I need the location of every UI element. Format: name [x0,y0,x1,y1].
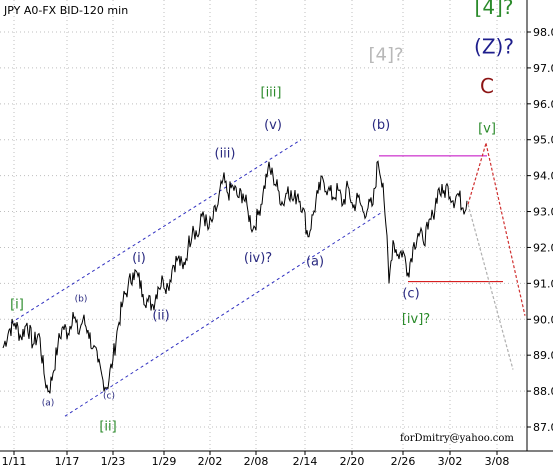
x-tick-label: 2/14 [293,455,318,465]
wave-label: (v) [264,118,282,133]
wave-label: (iii) [215,147,236,162]
x-tick-label: 3/02 [438,455,463,465]
wave-label: (i) [132,251,146,266]
series [2,160,468,394]
y-tick-label: 98.0 [533,26,553,39]
price-line [2,160,468,394]
wave-label: [iii] [261,86,282,101]
overlay-lines [10,139,526,417]
y-tick-label: 94.0 [533,170,553,183]
x-tick-label: 2/20 [340,455,365,465]
x-tick-label: 1/11 [2,455,27,465]
y-tick-label: 95.0 [533,134,553,147]
wave-label: (Z)? [474,35,514,59]
wave-label: (a) [306,254,324,269]
x-tick-label: 1/23 [101,455,126,465]
y-tick-label: 93.0 [533,206,553,219]
wave-label: [4]? [475,0,514,19]
wave-label: (b) [75,294,88,304]
projection-up [467,143,487,205]
x-tick-label: 2/26 [391,455,416,465]
y-tick-label: 88.0 [533,385,553,398]
wave-label: (a) [42,398,55,408]
wave-label: [v] [478,122,496,137]
wave-label: [ii] [99,420,116,435]
x-tick-label: 1/17 [55,455,80,465]
wave-label: (iv)? [244,251,272,266]
y-tick-label: 91.0 [533,277,553,290]
wave-label: [4]? [368,45,403,66]
x-tick-label: 3/08 [485,455,510,465]
author-credit: forDmitry@yahoo.com [400,433,514,444]
y-tick-label: 89.0 [533,349,553,362]
x-tick-label: 2/02 [198,455,223,465]
wave-label: (c) [103,391,115,401]
wave-label: (b) [372,118,390,133]
x-tick-label: 2/08 [244,455,269,465]
y-tick-label: 90.0 [533,313,553,326]
chart-title: JPY A0-FX BID-120 min [3,4,128,17]
y-tick-label: 92.0 [533,241,553,254]
wave-label: [iv]? [402,312,430,327]
y-tick-label: 97.0 [533,62,553,75]
projection-down-gray [467,204,514,370]
y-tick-label: 96.0 [533,98,553,111]
projection-down-red [485,143,526,316]
y-tick-label: 87.0 [533,421,553,434]
wave-label: (ii) [152,308,169,323]
wave-label: (c) [402,287,419,302]
x-tick-label: 1/29 [152,455,177,465]
wave-label: [i] [10,298,24,313]
wave-labels: [i] (a) (b) (c) [ii] (i) (ii) (iii) (iv)? [iii] (v… [10,0,514,435]
wave-label: C [480,74,494,98]
